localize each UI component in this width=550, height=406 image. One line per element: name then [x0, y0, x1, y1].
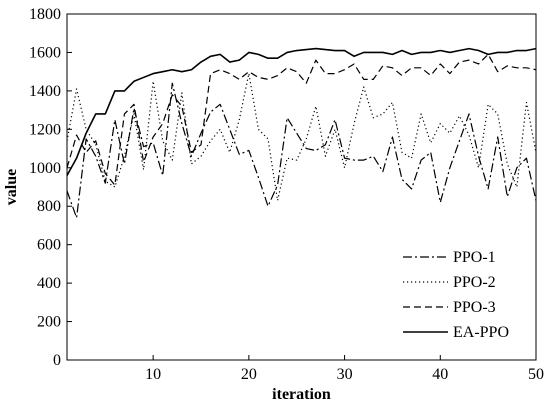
series-line-ea-ppo	[66, 47, 537, 176]
series-lines	[66, 47, 537, 219]
y-axis-label: value	[3, 169, 20, 205]
x-tick-label: 40	[432, 366, 448, 383]
series-line-ppo-2	[66, 72, 537, 202]
series-line-ppo-1	[66, 82, 537, 219]
y-tick-label: 400	[37, 275, 61, 292]
y-tick-label: 1400	[29, 83, 61, 100]
x-tick-label: 20	[241, 366, 257, 383]
x-tick-label: 10	[145, 366, 161, 383]
y-tick-label: 1200	[29, 121, 61, 138]
y-tick-label: 600	[37, 237, 61, 254]
legend-label-ppo-1: PPO-1	[453, 249, 496, 266]
y-tick-label: 1600	[29, 44, 61, 61]
y-tick-label: 200	[37, 314, 61, 331]
legend-label-ppo-2: PPO-2	[453, 274, 496, 291]
y-tick-label: 800	[37, 198, 61, 215]
y-tick-label: 1800	[29, 6, 61, 23]
legend-label-ppo-3: PPO-3	[453, 299, 496, 316]
y-tick-label: 0	[53, 352, 61, 369]
y-tick-label: 1000	[29, 160, 61, 177]
axes: 0 200 400 600 800 1000 1200 1400 1600 1800 10 20 30 4…	[29, 6, 544, 383]
x-tick-label: 30	[337, 366, 353, 383]
x-tick-label: 50	[528, 366, 544, 383]
series-line-ppo-3	[66, 53, 537, 186]
plot-frame	[66, 13, 537, 361]
legend: PPO-1 PPO-2 PPO-3 EA-PPO	[403, 249, 509, 341]
legend-label-ea-ppo: EA-PPO	[453, 324, 509, 341]
x-axis-label: iteration	[272, 386, 331, 403]
